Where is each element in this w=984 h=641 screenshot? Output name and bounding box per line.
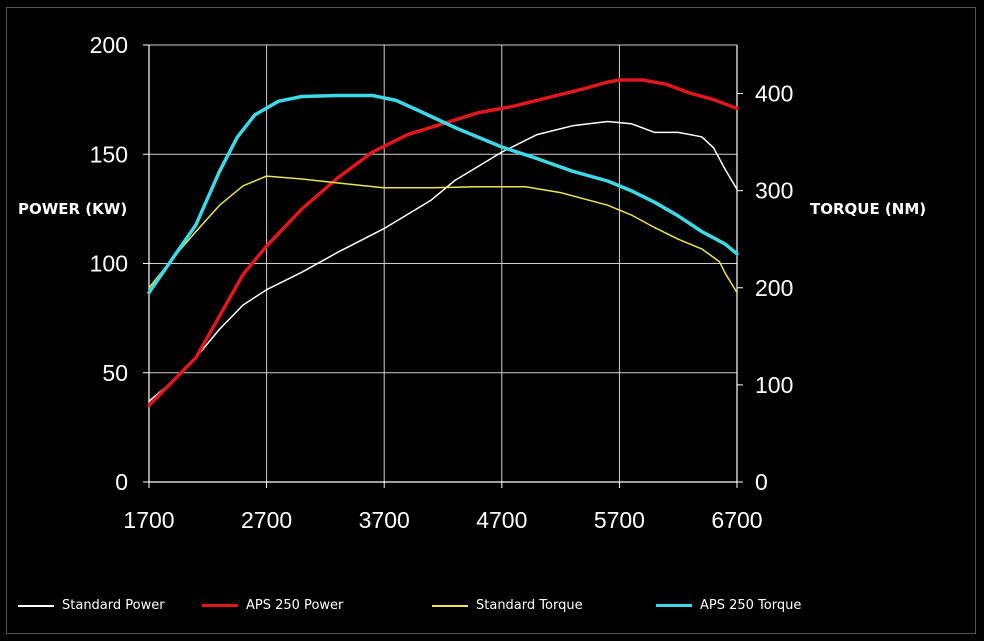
legend-item-standard-power: Standard Power [18,598,165,613]
legend-item-aps-250-torque: APS 250 Torque [656,598,801,613]
y-tick-label-right: 200 [755,275,793,301]
y-tick-label-right: 400 [755,81,793,107]
series-line-standard-torque [148,175,738,294]
series-line-aps-250-power [147,78,739,408]
legend-label: Standard Torque [476,598,583,613]
y-tick-label-left: 150 [90,141,128,167]
x-tick-label: 4700 [476,507,527,533]
y-tick-label-right: 0 [755,469,768,495]
y-tick-label-left: 50 [102,360,128,386]
series-line-standard-power [148,120,738,402]
x-tick-label: 2700 [241,507,292,533]
chart-frame [6,7,976,634]
x-tick-label: 5700 [594,507,645,533]
legend-swatch [432,604,468,607]
series-line-aps-250-torque [147,93,739,295]
legend-item-standard-torque: Standard Torque [432,598,583,613]
y-tick-label-right: 100 [755,372,793,398]
legend-swatch [18,604,54,607]
x-tick-label: 1700 [123,507,174,533]
legend-label: APS 250 Power [246,598,344,613]
x-tick-label: 6700 [711,507,762,533]
legend: Standard Power APS 250 Power Standard To… [0,598,984,618]
y-tick-label-left: 0 [115,469,128,495]
legend-label: Standard Power [62,598,165,613]
y-tick-label-left: 200 [90,32,128,58]
y-tick-label-right: 300 [755,178,793,204]
legend-item-aps-250-power: APS 250 Power [202,598,343,613]
y-axis-right-label: TORQUE (NM) [810,200,927,218]
y-axis-left-label: POWER (KW) [18,200,128,218]
legend-label: APS 250 Torque [700,598,802,613]
legend-swatch [202,604,238,607]
legend-swatch [656,604,692,607]
y-tick-label-left: 100 [90,251,128,277]
x-tick-label: 3700 [359,507,410,533]
